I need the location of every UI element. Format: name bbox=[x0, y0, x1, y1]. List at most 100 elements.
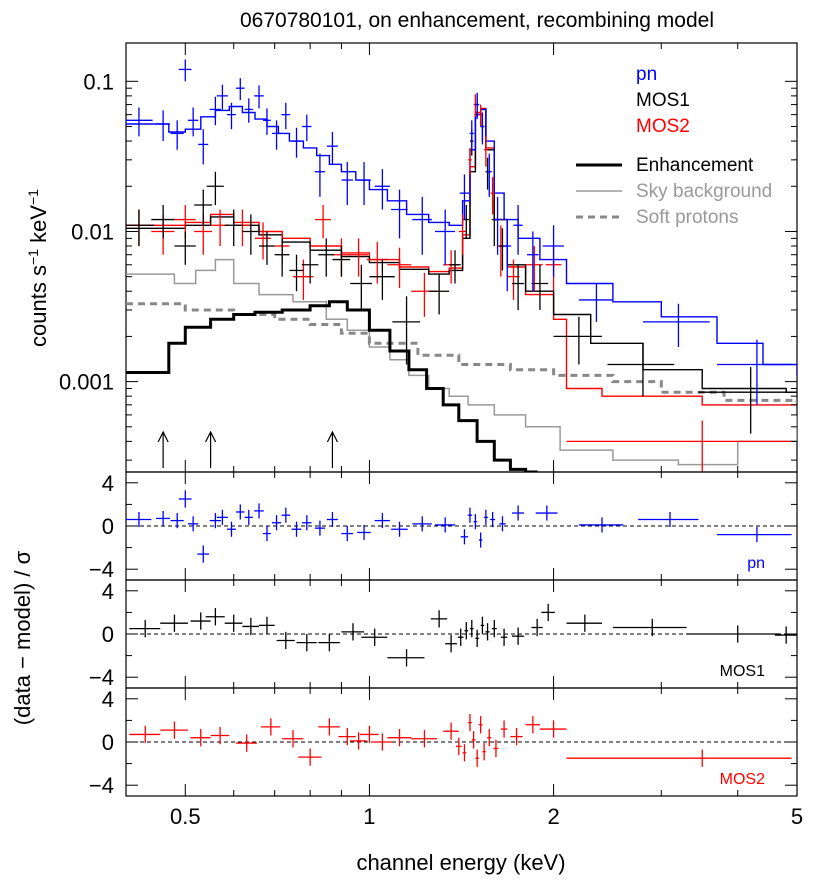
residual-point bbox=[510, 727, 523, 746]
data-point-pn bbox=[226, 102, 236, 130]
data-point-mos1 bbox=[499, 228, 506, 271]
y-axis-label-spectrum: counts s−1 keV−1 bbox=[25, 189, 51, 347]
residual-point bbox=[272, 515, 282, 531]
series-mos1 bbox=[126, 94, 795, 434]
residual-point bbox=[216, 509, 228, 525]
y-tick-label: 0 bbox=[102, 514, 114, 539]
data-point-pn bbox=[412, 196, 432, 255]
residual-panels: 4 0 −4 pn 4 0 −4 MOS1 4 0 −4 MOS2 bbox=[89, 471, 798, 798]
model-mos2 bbox=[126, 107, 797, 406]
data-point-mos2 bbox=[315, 205, 331, 239]
residual-point bbox=[475, 749, 479, 767]
data-point-pn bbox=[494, 196, 501, 255]
residual-point bbox=[276, 631, 295, 650]
residual-point bbox=[387, 729, 412, 747]
residual-point bbox=[197, 545, 210, 563]
residual-point bbox=[471, 731, 476, 749]
residual-point bbox=[341, 623, 365, 641]
data-point-pn bbox=[187, 107, 199, 137]
residual-point bbox=[291, 521, 302, 537]
residual-point bbox=[318, 718, 340, 736]
data-point-pn bbox=[642, 303, 710, 348]
x-tick-label: 1 bbox=[363, 804, 375, 829]
y-tick-label: 4 bbox=[102, 579, 114, 604]
data-point-pn bbox=[391, 189, 408, 239]
residual-point bbox=[263, 526, 271, 542]
residual-point bbox=[464, 622, 469, 640]
residual-point bbox=[178, 490, 192, 508]
y-tick-label: 0 bbox=[102, 622, 114, 647]
data-point-pn bbox=[314, 153, 325, 197]
residual-point bbox=[475, 629, 479, 647]
residual-point bbox=[638, 511, 699, 528]
residual-point bbox=[190, 612, 211, 630]
data-point-mos1 bbox=[289, 254, 304, 292]
data-point-mos1 bbox=[607, 343, 675, 397]
data-point-mos1 bbox=[274, 238, 290, 277]
legend-mos2: MOS2 bbox=[636, 116, 690, 137]
residual-point bbox=[411, 730, 438, 748]
y-tick-label: −4 bbox=[89, 665, 114, 690]
residual-point bbox=[566, 614, 603, 632]
data-point-mos1 bbox=[318, 238, 334, 277]
data-point-mos2 bbox=[458, 214, 467, 255]
data-point-mos1 bbox=[194, 189, 213, 226]
residual-point bbox=[478, 532, 483, 548]
data-point-mos1 bbox=[428, 274, 450, 315]
residual-point bbox=[160, 614, 188, 632]
data-point-mos1 bbox=[332, 246, 351, 277]
data-point-pn bbox=[459, 174, 470, 220]
residual-point bbox=[535, 505, 558, 521]
data-point-mos1 bbox=[259, 231, 275, 265]
data-point-pn bbox=[178, 59, 192, 82]
data-point-pn bbox=[291, 127, 302, 158]
residual-point bbox=[282, 730, 304, 748]
data-point-mos1 bbox=[126, 209, 155, 247]
residual-point bbox=[281, 507, 291, 523]
data-point-pn bbox=[435, 209, 455, 265]
residual-point bbox=[357, 524, 371, 541]
residual-point bbox=[511, 505, 525, 521]
residual-panel-mos1: 4 0 −4 MOS1 bbox=[89, 579, 798, 690]
residual-point bbox=[412, 516, 432, 532]
residual-point bbox=[242, 617, 260, 636]
data-point-pn bbox=[475, 92, 480, 120]
data-point-mos2 bbox=[566, 420, 792, 472]
residual-panel-mos2: 4 0 −4 MOS2 bbox=[89, 687, 798, 798]
residual-point bbox=[391, 521, 408, 537]
residual-point bbox=[359, 725, 379, 744]
residual-point bbox=[296, 634, 317, 652]
residual-point bbox=[374, 513, 390, 529]
residual-point bbox=[491, 619, 497, 638]
data-point-pn bbox=[357, 162, 371, 206]
residual-point bbox=[170, 513, 184, 529]
residual-point bbox=[126, 511, 152, 528]
residual-point bbox=[341, 526, 353, 542]
model-pn bbox=[126, 105, 797, 376]
residual-point bbox=[156, 510, 170, 526]
residual-point bbox=[224, 614, 243, 632]
data-point-pn bbox=[156, 110, 170, 142]
data-point-pn bbox=[272, 120, 282, 150]
data-point-mos2 bbox=[348, 238, 369, 277]
residual-point bbox=[326, 511, 338, 528]
residual-point bbox=[499, 516, 506, 532]
legend-label-dashed: Soft protons bbox=[636, 207, 738, 228]
residual-point bbox=[525, 716, 540, 734]
residual-point bbox=[457, 628, 464, 646]
residual-point bbox=[259, 616, 275, 634]
data-point-pn bbox=[254, 85, 264, 109]
data-point-pn bbox=[486, 153, 492, 197]
residual-point bbox=[350, 732, 367, 750]
residual-point bbox=[717, 527, 792, 543]
x-axis-label: channel energy (keV) bbox=[356, 850, 565, 875]
residual-point bbox=[254, 503, 264, 519]
data-point-pn bbox=[341, 162, 353, 206]
residual-point bbox=[210, 726, 230, 745]
upper-limit-arrow bbox=[205, 430, 217, 468]
panel-label-mos1: MOS1 bbox=[720, 663, 765, 680]
data-point-mos1 bbox=[449, 250, 461, 284]
residual-point bbox=[487, 729, 492, 747]
data-point-pn bbox=[578, 283, 613, 322]
data-point-mos2 bbox=[468, 147, 472, 175]
